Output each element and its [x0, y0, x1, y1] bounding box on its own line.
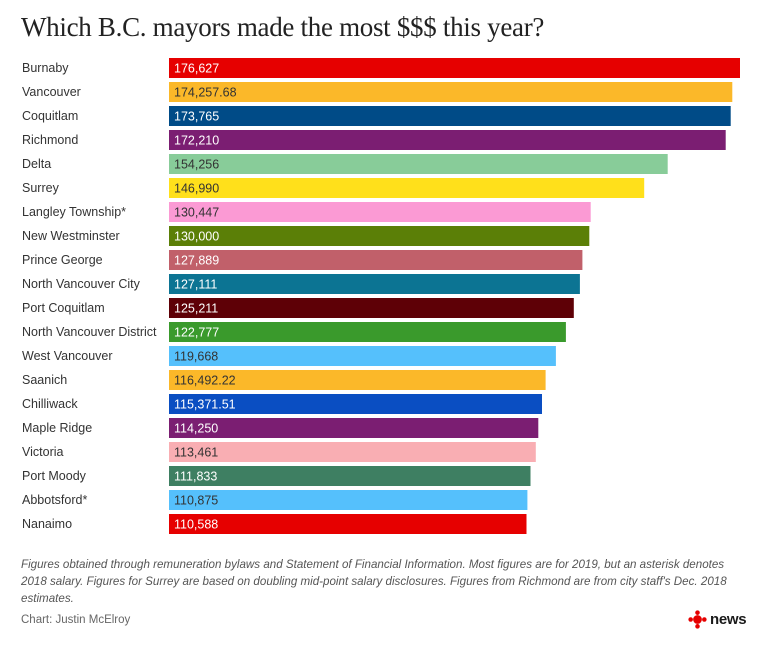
bar-value-label: 174,257.68: [174, 86, 237, 100]
bar-value-label: 119,668: [174, 350, 218, 364]
bar[interactable]: [169, 514, 527, 534]
bar[interactable]: [169, 298, 574, 318]
category-label: New Westminster: [22, 229, 120, 243]
bar-value-label: 114,250: [174, 422, 218, 436]
category-label: Victoria: [22, 445, 64, 459]
bar[interactable]: [169, 82, 733, 102]
bar-value-label: 172,210: [174, 134, 219, 148]
bar-value-label: 130,447: [174, 206, 219, 220]
bar-value-label: 176,627: [174, 62, 219, 76]
bar[interactable]: [169, 106, 731, 126]
bar[interactable]: [169, 130, 726, 150]
bar[interactable]: [169, 466, 531, 486]
category-label: Vancouver: [22, 85, 81, 99]
bar-value-label: 154,256: [174, 158, 219, 172]
category-label: Port Coquitlam: [22, 301, 105, 315]
category-label: Port Moody: [22, 469, 87, 483]
bar-value-label: 113,461: [174, 446, 218, 460]
bar-value-label: 111,833: [174, 470, 217, 484]
bar-value-label: 122,777: [174, 326, 219, 340]
category-label: Coquitlam: [22, 109, 78, 123]
category-label: West Vancouver: [22, 349, 113, 363]
bar[interactable]: [169, 394, 542, 414]
category-label: Richmond: [22, 133, 78, 147]
category-label: Langley Township*: [22, 205, 126, 219]
bar-value-label: 127,889: [174, 254, 219, 268]
bar[interactable]: [169, 250, 583, 270]
bar-value-label: 127,111: [174, 278, 217, 292]
category-label: Prince George: [22, 253, 103, 267]
bar[interactable]: [169, 418, 539, 438]
chart-credit: Chart: Justin McElroy: [21, 614, 131, 626]
category-label: Nanaimo: [22, 517, 72, 531]
footnote: Figures obtained through remuneration by…: [21, 558, 727, 605]
bar[interactable]: [169, 490, 528, 510]
bar-value-label: 116,492.22: [174, 374, 236, 388]
bar[interactable]: [169, 274, 580, 294]
bar-value-label: 125,211: [174, 302, 218, 316]
category-label: Maple Ridge: [22, 421, 92, 435]
bar-value-label: 130,000: [174, 230, 219, 244]
bar[interactable]: [169, 178, 645, 198]
bar-chart: Burnaby 176,627 Vancouver 174,257.68 Coquitl…: [22, 58, 740, 534]
bar[interactable]: [169, 226, 590, 246]
category-label: North Vancouver District: [22, 325, 157, 339]
category-label: Delta: [22, 157, 51, 171]
category-label: Chilliwack: [22, 397, 78, 411]
category-label: Surrey: [22, 181, 60, 195]
category-label: Saanich: [22, 373, 67, 387]
bar-value-label: 146,990: [174, 182, 219, 196]
bar-value-label: 173,765: [174, 110, 219, 124]
bar-value-label: 110,875: [174, 494, 218, 508]
bar[interactable]: [169, 202, 591, 222]
bar[interactable]: [169, 58, 740, 78]
chart-title: Which B.C. mayors made the most $$$ this…: [21, 12, 545, 42]
bar[interactable]: [169, 154, 668, 174]
category-label: Abbotsford*: [22, 493, 87, 507]
cbc-news-logo[interactable]: news: [688, 610, 747, 629]
category-label: Burnaby: [22, 61, 69, 75]
bar[interactable]: [169, 370, 546, 390]
bar[interactable]: [169, 442, 536, 462]
bar-value-label: 110,588: [174, 518, 218, 532]
bar[interactable]: [169, 322, 566, 342]
cbc-gem-icon: [688, 610, 707, 629]
category-label: North Vancouver City: [22, 277, 141, 291]
bar-value-label: 115,371.51: [174, 398, 236, 412]
logo-text: news: [710, 611, 747, 628]
bar[interactable]: [169, 346, 556, 366]
